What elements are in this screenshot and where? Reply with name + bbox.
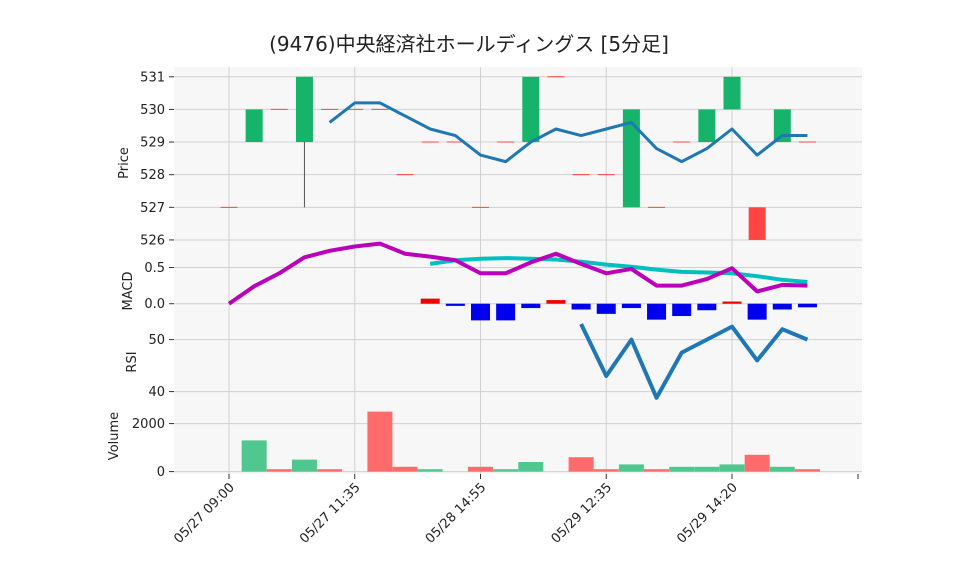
candle-body	[698, 109, 716, 143]
macd-line	[227, 241, 808, 306]
macd-histogram-bar	[571, 303, 591, 310]
volume-bar	[266, 469, 292, 472]
volume-bar	[744, 454, 770, 472]
macd-histogram-bar	[596, 303, 616, 314]
volume-bar	[241, 440, 267, 472]
volume-bar	[367, 411, 393, 472]
macd-histogram-bar	[647, 303, 667, 320]
macd-histogram-bar	[471, 303, 490, 321]
volume-bar	[644, 469, 670, 472]
x-tick-label: 05/27 11:35	[297, 480, 364, 547]
macd-histogram-bar	[445, 303, 465, 306]
macd-histogram-bar	[747, 303, 767, 320]
macd-axis-label: MACD	[121, 272, 136, 311]
rsi-panel-bg	[174, 324, 862, 402]
sma-line	[328, 101, 808, 164]
volume-bar	[417, 469, 443, 472]
volume-bar	[618, 464, 644, 472]
x-tick-label: 05/29 12:35	[549, 480, 616, 547]
volume-bar	[769, 466, 795, 472]
candle-body	[245, 109, 263, 143]
price-tick-label: 529	[140, 136, 165, 151]
candle-body	[723, 76, 741, 110]
macd-histogram-bar	[521, 303, 541, 309]
macd-signal-line	[429, 256, 808, 284]
x-tick-label: 05/28 14:55	[423, 480, 490, 547]
macd-tick-label: 0.5	[144, 261, 165, 276]
volume-bar	[669, 466, 695, 472]
macd-histogram-bar	[672, 303, 692, 317]
macd-histogram-bar	[772, 303, 792, 310]
macd-histogram-bar	[546, 300, 566, 304]
volume-bar	[468, 466, 493, 472]
macd-tick-label: 0.0	[144, 297, 165, 312]
volume-bar	[694, 466, 720, 472]
volume-tick-label: 0	[157, 465, 165, 480]
rsi-tick-label: 50	[148, 333, 165, 348]
rsi-tick-label: 40	[148, 385, 165, 400]
price-tick-label: 531	[140, 70, 165, 85]
price-axis-label: Price	[117, 147, 132, 179]
volume-bar	[568, 457, 594, 472]
macd-histogram-bar	[722, 301, 742, 304]
price-tick-label: 530	[140, 103, 165, 118]
price-tick-label: 528	[140, 168, 165, 183]
rsi-axis-label: RSI	[125, 351, 140, 372]
volume-bar	[518, 462, 544, 472]
volume-tick-label: 2000	[132, 417, 165, 432]
x-tick-label: 05/29 14:20	[674, 480, 741, 547]
macd-histogram-bar	[496, 303, 516, 321]
macd-histogram-bar	[697, 303, 717, 311]
volume-axis-label: Volume	[107, 412, 122, 460]
candle-body	[748, 207, 766, 240]
price-tick-label: 527	[140, 201, 165, 216]
macd-histogram-bar	[621, 303, 641, 309]
macd-panel-bg	[174, 253, 862, 324]
volume-bar	[794, 469, 820, 472]
volume-bar	[392, 466, 418, 472]
chart-title: (9476)中央経済社ホールディングス [5分足]	[269, 32, 669, 56]
x-tick-label: 05/27 09:00	[171, 480, 238, 547]
candle-body	[522, 76, 540, 143]
price-tick-label: 526	[140, 233, 165, 248]
volume-bar	[593, 469, 619, 472]
volume-bar	[291, 459, 317, 472]
volume-bar	[493, 469, 519, 472]
volume-bar	[719, 464, 745, 472]
candle-body	[295, 76, 313, 143]
candle-body	[773, 109, 791, 143]
macd-histogram-bar	[797, 303, 817, 308]
candle-body	[622, 109, 640, 208]
volume-bar	[317, 469, 343, 472]
price-panel-bg	[174, 67, 862, 253]
rsi-line	[579, 323, 809, 400]
macd-histogram-bar	[420, 298, 440, 304]
chart-panels: 526 527 528 529 530 531 0.0 0.5 40 50 0 2000 05/27 0…	[132, 67, 862, 547]
